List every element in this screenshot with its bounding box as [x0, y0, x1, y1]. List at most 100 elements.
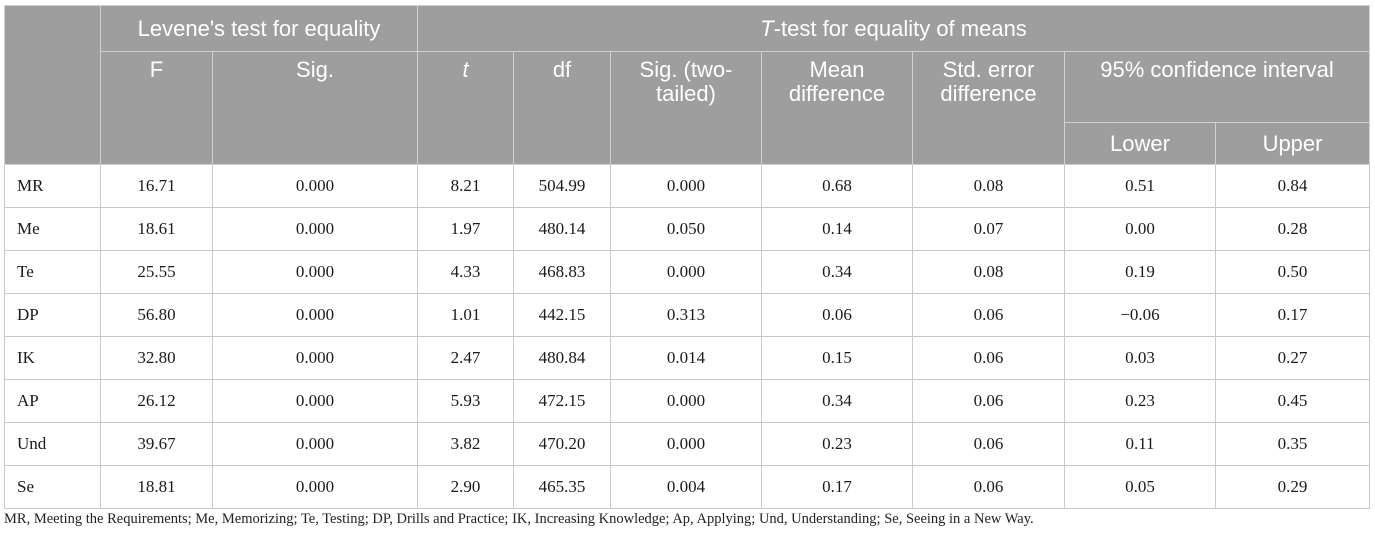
cell-sig-two-tailed: 0.004 — [610, 465, 762, 509]
header-subcolumn-row: Lower Upper — [5, 122, 1371, 165]
table-row: IK 32.80 0.000 2.47 480.84 0.014 0.15 0.… — [4, 336, 1371, 380]
table-row: DP 56.80 0.000 1.01 442.15 0.313 0.06 0.… — [4, 293, 1371, 337]
table-header: Levene's test for equality T-test for eq… — [4, 5, 1371, 165]
col-header-t-text: t — [462, 57, 469, 82]
table-body: MR 16.71 0.000 8.21 504.99 0.000 0.68 0.… — [4, 164, 1371, 509]
cell-lower: 0.51 — [1064, 164, 1216, 208]
cell-upper: 0.28 — [1214, 207, 1371, 251]
row-label: MR — [4, 164, 101, 208]
cell-t: 3.82 — [417, 422, 514, 466]
stderr-line1: Std. error — [942, 57, 1035, 82]
table-row: Te 25.55 0.000 4.33 468.83 0.000 0.34 0.… — [4, 250, 1371, 294]
cell-f: 18.81 — [100, 465, 213, 509]
cell-f: 39.67 — [100, 422, 213, 466]
cell-mean-difference: 0.23 — [761, 422, 913, 466]
row-label: AP — [4, 379, 101, 423]
col-header-df: df — [513, 51, 611, 165]
row-label: DP — [4, 293, 101, 337]
col-header-f: F — [100, 51, 213, 165]
cell-upper: 0.84 — [1214, 164, 1371, 208]
col-header-std-error-difference: Std. error difference — [912, 51, 1065, 165]
header-group-row: Levene's test for equality T-test for eq… — [4, 5, 1371, 165]
cell-sig-two-tailed: 0.000 — [610, 164, 762, 208]
cell-std-error: 0.06 — [912, 379, 1065, 423]
cell-std-error: 0.06 — [912, 336, 1065, 380]
cell-f: 56.80 — [100, 293, 213, 337]
cell-lower: 0.03 — [1064, 336, 1216, 380]
cell-sig: 0.000 — [212, 293, 418, 337]
cell-df: 504.99 — [513, 164, 611, 208]
cell-f: 25.55 — [100, 250, 213, 294]
cell-sig-two-tailed: 0.000 — [610, 250, 762, 294]
cell-sig-two-tailed: 0.313 — [610, 293, 762, 337]
sig2-line1: Sig. (two- — [639, 57, 733, 82]
cell-sig-two-tailed: 0.000 — [610, 379, 762, 423]
cell-df: 465.35 — [513, 465, 611, 509]
cell-mean-difference: 0.14 — [761, 207, 913, 251]
cell-t: 2.47 — [417, 336, 514, 380]
cell-mean-difference: 0.68 — [761, 164, 913, 208]
ttest-t-italic: T — [760, 15, 774, 41]
cell-sig: 0.000 — [212, 465, 418, 509]
cell-std-error: 0.06 — [912, 422, 1065, 466]
cell-upper: 0.50 — [1214, 250, 1371, 294]
meandiff-line1: Mean — [809, 57, 865, 82]
cell-lower: 0.05 — [1064, 465, 1216, 509]
col-header-upper: Upper — [1214, 122, 1371, 165]
row-label: Und — [4, 422, 101, 466]
table-row: MR 16.71 0.000 8.21 504.99 0.000 0.68 0.… — [4, 164, 1371, 208]
cell-sig-two-tailed: 0.014 — [610, 336, 762, 380]
cell-sig: 0.000 — [212, 164, 418, 208]
cell-df: 472.15 — [513, 379, 611, 423]
cell-std-error: 0.07 — [912, 207, 1065, 251]
cell-lower: 0.11 — [1064, 422, 1216, 466]
cell-upper: 0.45 — [1214, 379, 1371, 423]
cell-std-error: 0.06 — [912, 465, 1065, 509]
table-row: Und 39.67 0.000 3.82 470.20 0.000 0.23 0… — [4, 422, 1371, 466]
cell-upper: 0.27 — [1214, 336, 1371, 380]
cell-mean-difference: 0.15 — [761, 336, 913, 380]
cell-df: 480.14 — [513, 207, 611, 251]
cell-sig-two-tailed: 0.000 — [610, 422, 762, 466]
cell-sig-two-tailed: 0.050 — [610, 207, 762, 251]
cell-sig: 0.000 — [212, 207, 418, 251]
cell-t: 5.93 — [417, 379, 514, 423]
col-header-sig-two-tailed: Sig. (two-tailed) — [610, 51, 762, 165]
row-label: Te — [4, 250, 101, 294]
cell-lower: 0.19 — [1064, 250, 1216, 294]
cell-sig: 0.000 — [212, 379, 418, 423]
cell-std-error: 0.08 — [912, 250, 1065, 294]
header-levene-group: Levene's test for equality — [100, 5, 418, 52]
cell-upper: 0.17 — [1214, 293, 1371, 337]
row-label: Se — [4, 465, 101, 509]
col-header-lower: Lower — [1064, 122, 1216, 165]
header-blank-cell — [4, 5, 101, 165]
col-header-mean-difference: Mean difference — [761, 51, 913, 165]
cell-std-error: 0.06 — [912, 293, 1065, 337]
cell-sig: 0.000 — [212, 336, 418, 380]
cell-t: 1.97 — [417, 207, 514, 251]
row-label: IK — [4, 336, 101, 380]
cell-sig: 0.000 — [212, 250, 418, 294]
ttest-title-rest: -test for equality of means — [773, 15, 1027, 41]
header-column-row: F Sig. t df Sig. (two-tailed) Mean differ… — [5, 51, 1371, 165]
cell-t: 8.21 — [417, 164, 514, 208]
header-ttest-group: T-test for equality of means — [416, 5, 1371, 52]
cell-f: 32.80 — [100, 336, 213, 380]
cell-t: 1.01 — [417, 293, 514, 337]
cell-df: 442.15 — [513, 293, 611, 337]
table-row: AP 26.12 0.000 5.93 472.15 0.000 0.34 0.… — [4, 379, 1371, 423]
cell-mean-difference: 0.06 — [761, 293, 913, 337]
cell-df: 480.84 — [513, 336, 611, 380]
cell-lower: −0.06 — [1064, 293, 1216, 337]
table-footnote: MR, Meeting the Requirements; Me, Memori… — [4, 511, 1034, 527]
cell-sig: 0.000 — [212, 422, 418, 466]
stderr-line2: difference — [940, 81, 1037, 106]
meandiff-line2: difference — [788, 81, 886, 106]
cell-df: 470.20 — [513, 422, 611, 466]
cell-f: 16.71 — [100, 164, 213, 208]
table-row: Me 18.61 0.000 1.97 480.14 0.050 0.14 0.… — [4, 207, 1371, 251]
col-header-sig: Sig. — [212, 51, 418, 165]
cell-mean-difference: 0.34 — [761, 379, 913, 423]
cell-mean-difference: 0.34 — [761, 250, 913, 294]
